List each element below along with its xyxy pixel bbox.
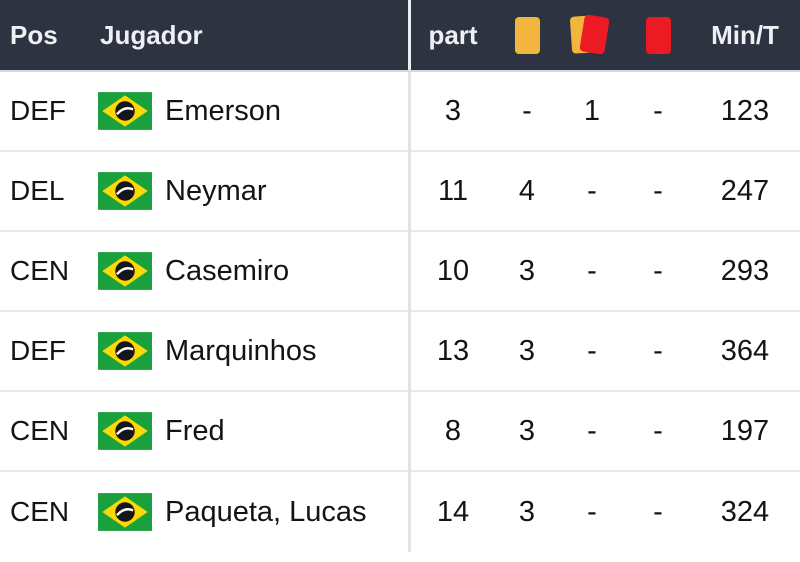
player-position: DEF bbox=[10, 335, 66, 366]
player-cell: Paqueta, Lucas bbox=[98, 493, 410, 531]
player-yellow-red-cards: - bbox=[587, 254, 597, 287]
player-name: Neymar bbox=[165, 174, 267, 207]
brazil-flag-icon bbox=[98, 92, 152, 130]
table-body: DEF Emerson 3 - 1 - 123 DEL Neymar bbox=[0, 70, 800, 552]
player-cell: Emerson bbox=[98, 92, 410, 130]
player-position: CEN bbox=[10, 255, 70, 286]
player-min-t: 293 bbox=[720, 254, 770, 287]
player-position: DEL bbox=[10, 175, 65, 206]
yellow-red-card-icon bbox=[569, 14, 615, 56]
brazil-flag-icon bbox=[98, 493, 152, 531]
red-card-front-icon bbox=[579, 14, 610, 55]
player-cell: Neymar bbox=[98, 172, 410, 210]
table-header-row: Pos Jugador part Min/T bbox=[0, 0, 800, 70]
player-yellow-cards: 3 bbox=[518, 254, 536, 287]
player-part: 3 bbox=[444, 94, 462, 127]
player-name: Emerson bbox=[165, 94, 282, 127]
player-yellow-cards: 4 bbox=[518, 174, 536, 207]
player-red-cards: - bbox=[653, 334, 663, 367]
player-cell: Casemiro bbox=[98, 252, 410, 290]
player-name: Marquinhos bbox=[165, 334, 317, 367]
player-min-t: 364 bbox=[720, 334, 770, 367]
brazil-flag-icon bbox=[98, 252, 152, 290]
player-part: 8 bbox=[444, 414, 462, 447]
player-part: 14 bbox=[436, 495, 470, 528]
player-min-t: 324 bbox=[720, 495, 770, 528]
player-name: Paqueta, Lucas bbox=[165, 495, 367, 528]
column-header-part: part bbox=[428, 19, 478, 50]
player-row[interactable]: CEN Paqueta, Lucas 14 3 - - 324 bbox=[0, 472, 800, 552]
player-yellow-red-cards: - bbox=[587, 414, 597, 447]
column-divider bbox=[408, 72, 411, 552]
player-row[interactable]: DEL Neymar 11 4 - - 247 bbox=[0, 152, 800, 232]
column-header-pos: Pos bbox=[10, 19, 58, 50]
player-min-t: 123 bbox=[720, 94, 770, 127]
player-yellow-cards: - bbox=[522, 94, 532, 127]
player-part: 11 bbox=[437, 174, 469, 207]
column-header-player: Jugador bbox=[100, 19, 203, 50]
column-header-min-t: Min/T bbox=[711, 19, 779, 50]
column-divider bbox=[408, 0, 411, 70]
player-position: DEF bbox=[10, 95, 66, 126]
player-red-cards: - bbox=[653, 414, 663, 447]
player-red-cards: - bbox=[653, 174, 663, 207]
player-name: Fred bbox=[165, 414, 225, 447]
player-min-t: 197 bbox=[720, 414, 770, 447]
player-cell: Marquinhos bbox=[98, 332, 410, 370]
column-header-red-cards bbox=[626, 16, 690, 54]
column-header-yellow-red-cards bbox=[558, 14, 626, 56]
brazil-flag-icon bbox=[98, 172, 152, 210]
brazil-flag-icon bbox=[98, 332, 152, 370]
player-red-cards: - bbox=[653, 94, 663, 127]
player-red-cards: - bbox=[653, 254, 663, 287]
player-yellow-cards: 3 bbox=[518, 414, 536, 447]
player-yellow-red-cards: 1 bbox=[583, 94, 601, 127]
player-row[interactable]: CEN Fred 8 3 - - 197 bbox=[0, 392, 800, 472]
player-cell: Fred bbox=[98, 412, 410, 450]
player-row[interactable]: DEF Marquinhos 13 3 - - 364 bbox=[0, 312, 800, 392]
player-red-cards: - bbox=[653, 495, 663, 528]
player-part: 13 bbox=[436, 334, 470, 367]
player-yellow-red-cards: - bbox=[587, 334, 597, 367]
player-yellow-cards: 3 bbox=[518, 495, 536, 528]
player-position: CEN bbox=[10, 496, 70, 527]
red-card-icon bbox=[645, 16, 671, 54]
player-row[interactable]: DEF Emerson 3 - 1 - 123 bbox=[0, 72, 800, 152]
player-min-t: 247 bbox=[720, 174, 770, 207]
brazil-flag-icon bbox=[98, 412, 152, 450]
player-yellow-red-cards: - bbox=[587, 174, 597, 207]
player-part: 10 bbox=[436, 254, 470, 287]
player-yellow-cards: 3 bbox=[518, 334, 536, 367]
column-header-yellow-cards bbox=[496, 16, 558, 54]
player-row[interactable]: CEN Casemiro 10 3 - - 293 bbox=[0, 232, 800, 312]
player-name: Casemiro bbox=[165, 254, 290, 287]
yellow-card-icon bbox=[514, 16, 540, 54]
player-yellow-red-cards: - bbox=[587, 495, 597, 528]
player-position: CEN bbox=[10, 415, 70, 446]
